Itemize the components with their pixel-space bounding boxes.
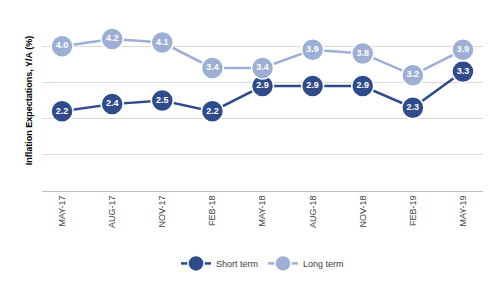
svg-text:2.2: 2.2 (56, 106, 69, 116)
svg-text:NOV-17: NOV-17 (157, 196, 167, 228)
svg-text:AUG-17: AUG-17 (107, 196, 117, 229)
svg-text:MAY-19: MAY-19 (458, 196, 468, 227)
svg-text:3.4: 3.4 (256, 62, 269, 72)
svg-text:3.9: 3.9 (457, 44, 470, 54)
svg-text:3.2: 3.2 (407, 69, 420, 79)
svg-text:2.5: 2.5 (156, 95, 169, 105)
svg-text:2.9: 2.9 (306, 80, 319, 90)
svg-text:2.4: 2.4 (106, 98, 119, 108)
svg-text:2.9: 2.9 (356, 80, 369, 90)
svg-text:AUG-18: AUG-18 (308, 196, 318, 229)
svg-text:FEB-18: FEB-18 (207, 196, 217, 227)
svg-text:2.2: 2.2 (206, 106, 219, 116)
svg-text:4.1: 4.1 (156, 37, 169, 47)
svg-text:4.2: 4.2 (106, 33, 119, 43)
svg-text:MAY-17: MAY-17 (57, 196, 67, 227)
svg-text:MAY-18: MAY-18 (257, 196, 267, 227)
svg-text:NOV-18: NOV-18 (358, 196, 368, 228)
svg-text:4.0: 4.0 (56, 40, 69, 50)
svg-text:3.3: 3.3 (457, 66, 470, 76)
svg-text:3.9: 3.9 (306, 44, 319, 54)
svg-text:FEB-19: FEB-19 (408, 196, 418, 227)
svg-text:2.9: 2.9 (256, 80, 269, 90)
svg-text:Long term: Long term (303, 259, 344, 269)
svg-text:2.3: 2.3 (407, 102, 420, 112)
svg-text:Inflation Expectations, Y/A (%: Inflation Expectations, Y/A (%) (24, 36, 34, 166)
svg-text:3.4: 3.4 (206, 62, 219, 72)
svg-text:3.8: 3.8 (356, 48, 369, 58)
svg-text:Short term: Short term (216, 259, 258, 269)
